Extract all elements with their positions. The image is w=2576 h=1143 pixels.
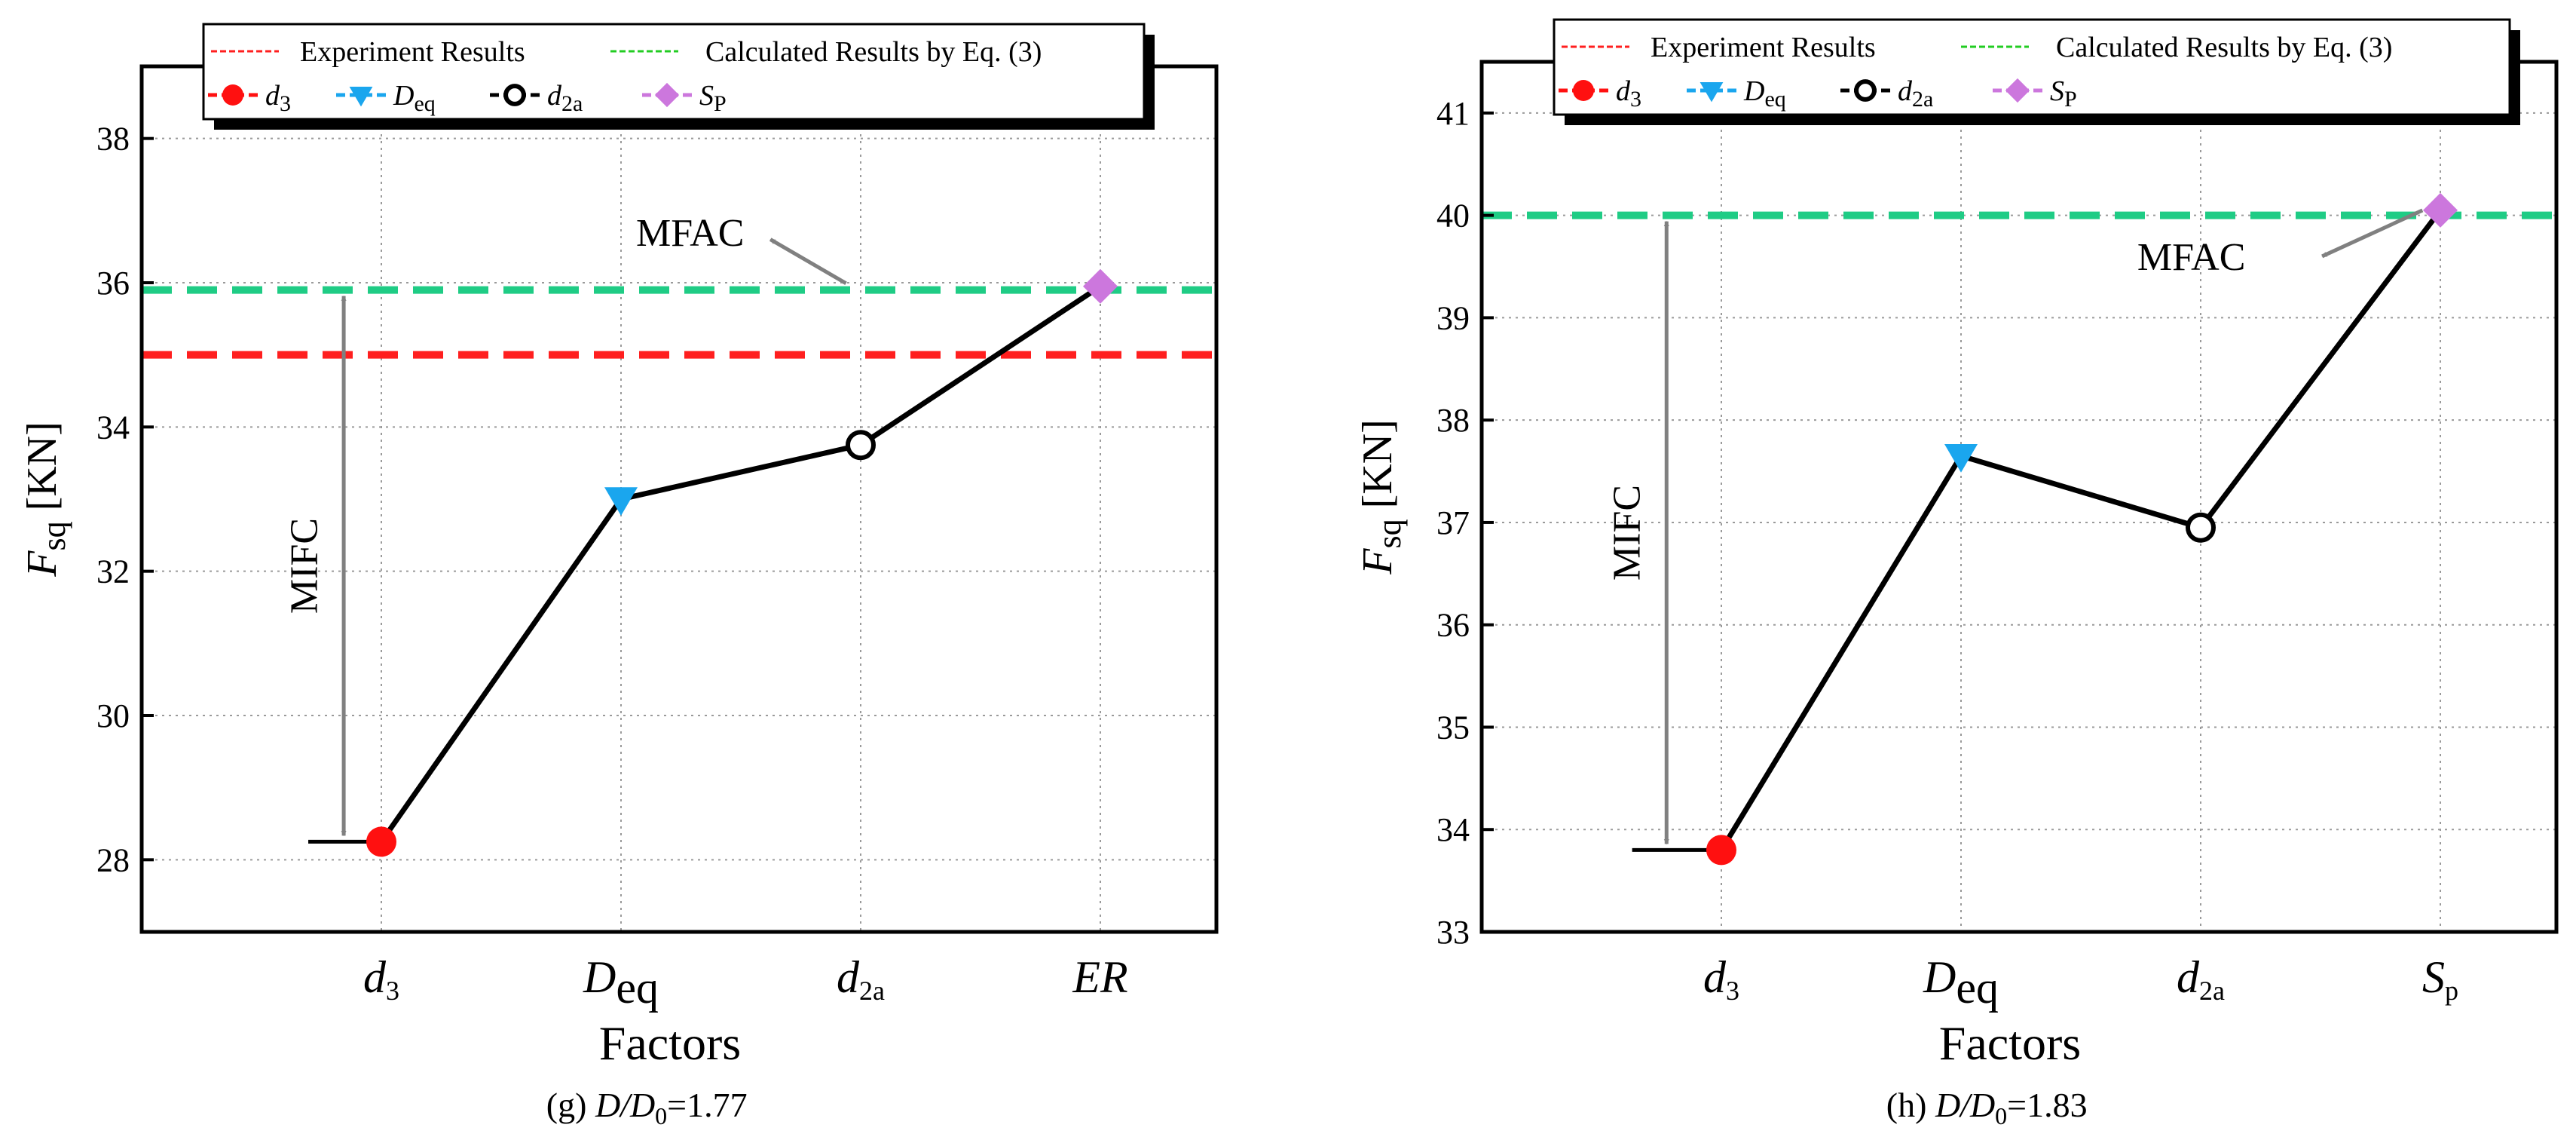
- y-tick-label: 36: [96, 265, 130, 302]
- legend-label-d2a: d2a: [1898, 75, 1933, 112]
- y-tick-label: 39: [1436, 299, 1470, 336]
- data-point-d3: [1706, 835, 1736, 866]
- y-tick-label: 28: [96, 841, 130, 878]
- plot-area: [1482, 62, 2556, 932]
- mifc-label: MIFC: [283, 518, 326, 614]
- figure-caption: (h) D/D0=1.83: [1886, 1086, 2088, 1129]
- legend-marker-d3: [1573, 80, 1594, 101]
- x-axis-label: Factors: [1939, 1016, 2081, 1070]
- y-tick-label: 30: [96, 697, 130, 734]
- x-tick-label: d2a: [2177, 952, 2225, 1006]
- legend-marker-deq: [1699, 81, 1724, 103]
- x-tick-label: Deq: [583, 952, 659, 1013]
- y-tick-label: 33: [1436, 914, 1470, 951]
- data-point-d3: [366, 826, 396, 857]
- data-point-sp: [2422, 192, 2458, 228]
- legend-marker-d2a: [1854, 79, 1877, 102]
- legend-label-calculated: Calculated Results by Eq. (3): [2056, 32, 2392, 63]
- legend-marker-deq: [349, 86, 373, 107]
- y-tick-label: 34: [96, 409, 130, 446]
- legend-label-deq: Deq: [1743, 75, 1786, 112]
- x-tick-label: Deq: [1923, 952, 1999, 1013]
- y-tick-label: 38: [1436, 402, 1470, 439]
- legend-marker-sp: [2005, 78, 2030, 103]
- legend-label-experiment: Experiment Results: [1651, 32, 1876, 63]
- x-tick-label: d3: [1703, 952, 1739, 1006]
- legend-label-experiment: Experiment Results: [300, 36, 525, 68]
- legend-label-deq: Deq: [393, 80, 436, 116]
- y-axis-label: Fsq [KN]: [1354, 419, 1408, 575]
- y-tick-label: 36: [1436, 607, 1470, 644]
- x-tick-label: d3: [363, 952, 399, 1006]
- series-line: [1719, 208, 2443, 852]
- y-axis-label: Fsq [KN]: [19, 421, 72, 578]
- y-tick-label: 40: [1436, 198, 1470, 234]
- legend-label-d3: d3: [265, 80, 291, 116]
- legend-label-d2a: d2a: [547, 80, 583, 116]
- panel-h: MIFC MFAC 33 34 35 36 37 38 39 40 41 d3 Deq d2a Sp Fact…: [1354, 18, 2559, 1129]
- x-tick-label: Sp: [2422, 952, 2458, 1006]
- mfac-label: MFAC: [636, 212, 745, 255]
- data-point-d2a: [845, 430, 876, 461]
- x-tick-label: ER: [1072, 952, 1127, 1002]
- y-tick-label: 38: [96, 121, 130, 158]
- y-tick-label: 37: [1436, 504, 1470, 541]
- x-tick-label: d2a: [837, 952, 885, 1006]
- y-tick-label: 41: [1436, 95, 1470, 132]
- mfac-arrow: [769, 237, 847, 285]
- data-point-d2a: [2185, 512, 2216, 543]
- series-line: [379, 283, 1102, 844]
- y-tick-label: 34: [1436, 811, 1470, 848]
- legend-label-sp: SP: [699, 80, 727, 116]
- plot-area: [142, 66, 1216, 932]
- data-point-deq: [604, 487, 638, 516]
- y-tick-label: 35: [1436, 709, 1470, 746]
- legend-marker-d2a: [503, 84, 526, 106]
- mfac-arrow: [2321, 208, 2424, 259]
- mifc-label: MIFC: [1606, 485, 1649, 581]
- x-axis-label: Factors: [599, 1016, 741, 1070]
- panel-g: MIFC MFAC 28 30 32 34 36 38 d3 Deq d2a ER Factors Fsq…: [19, 23, 1219, 1129]
- y-tick-label: 32: [96, 553, 130, 590]
- legend-label-d3: d3: [1616, 75, 1641, 112]
- legend-label-sp: SP: [2050, 75, 2077, 112]
- figure-caption: (g) D/D0=1.77: [546, 1086, 748, 1129]
- data-point-sp: [1082, 268, 1118, 304]
- legend-label-calculated: Calculated Results by Eq. (3): [705, 36, 1042, 68]
- data-point-deq: [1944, 443, 1978, 473]
- legend-marker-d3: [222, 84, 243, 106]
- mfac-label: MFAC: [2137, 236, 2246, 279]
- legend-marker-sp: [654, 82, 680, 108]
